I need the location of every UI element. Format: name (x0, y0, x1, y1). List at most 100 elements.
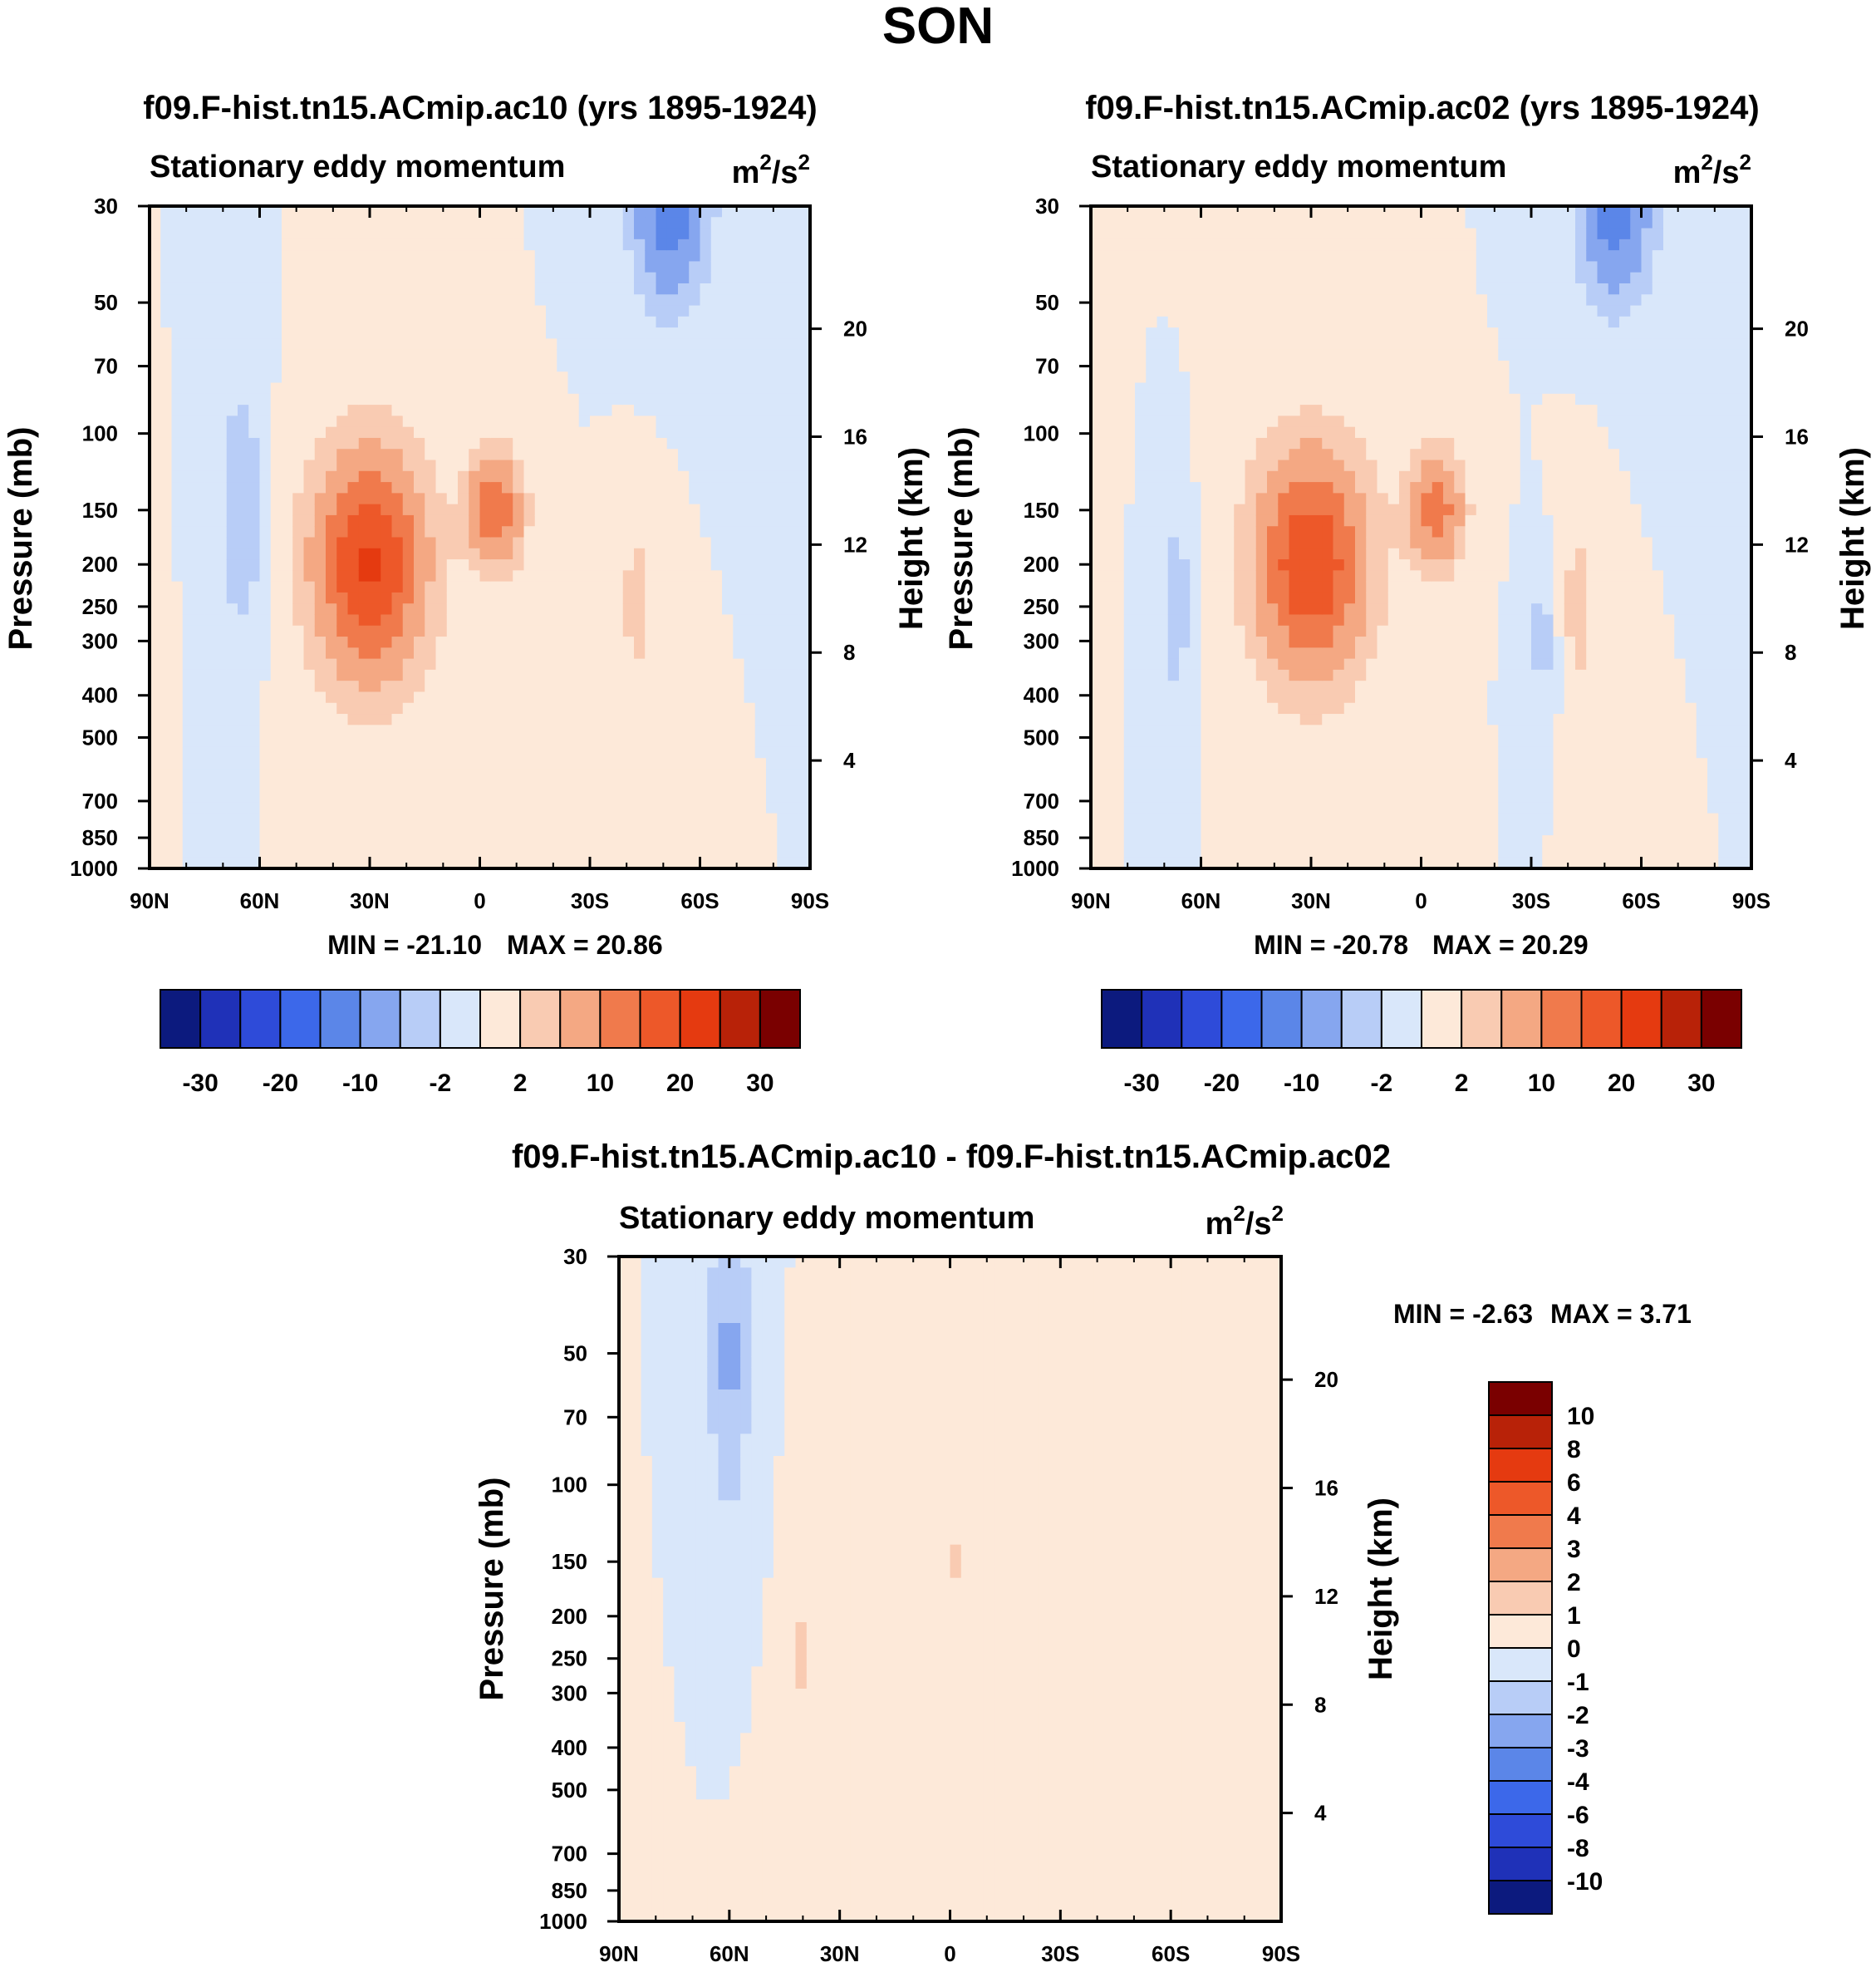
field-cell (645, 283, 657, 295)
field-cell (446, 460, 459, 472)
field-cell (1123, 338, 1136, 351)
field-cell (1167, 658, 1180, 671)
field-cell (601, 780, 613, 792)
field-cell (150, 327, 161, 339)
field-cell (381, 382, 393, 395)
field-cell (1267, 371, 1279, 384)
field-cell (446, 780, 459, 792)
field-cell (1179, 493, 1191, 505)
field-cell (479, 371, 492, 384)
field-cell (381, 437, 393, 450)
field-cell (1179, 581, 1191, 593)
field-cell (490, 681, 503, 693)
field-cell (1102, 327, 1114, 339)
field-cell (546, 405, 557, 416)
field-cell (1091, 283, 1103, 295)
field-cell (238, 725, 249, 737)
field-cell (567, 647, 580, 660)
field-cell (381, 714, 393, 725)
field-cell (1211, 405, 1224, 416)
field-cell (314, 470, 327, 483)
field-cell (391, 846, 404, 858)
field-cell (733, 338, 745, 351)
field-cell (414, 570, 425, 583)
field-cell (303, 769, 316, 781)
field-cell (160, 437, 173, 450)
field-cell (1299, 725, 1312, 737)
field-cell (303, 824, 316, 836)
field-cell (182, 559, 194, 571)
field-cell (634, 514, 646, 527)
field-cell (1179, 504, 1191, 516)
field-cell (1179, 725, 1191, 737)
field-cell (1091, 416, 1103, 428)
field-cell (270, 791, 282, 803)
field-cell (458, 625, 469, 637)
field-cell (766, 581, 778, 593)
field-cell (1190, 493, 1202, 505)
field-cell (546, 416, 557, 428)
field-cell (634, 780, 646, 792)
panel-ac02: f09.F-hist.tn15.ACmip.ac02 (yrs 1895-192… (943, 90, 1871, 1097)
field-cell (391, 493, 404, 505)
field-cell (1255, 316, 1268, 328)
field-cell (502, 426, 513, 439)
field-cell (502, 327, 513, 339)
field-cell (656, 702, 668, 715)
field-cell (1211, 548, 1224, 560)
field-cell (1167, 526, 1180, 539)
field-cell (402, 250, 415, 263)
field-cell (788, 691, 800, 704)
field-cell (204, 780, 217, 792)
field-cell (479, 514, 492, 527)
field-cell (1112, 514, 1125, 527)
field-cell (435, 261, 448, 273)
field-cell (1255, 714, 1268, 725)
field-cell (194, 316, 205, 328)
field-cell (446, 669, 459, 681)
field-cell (303, 449, 316, 461)
field-cell (1146, 371, 1158, 384)
field-cell (414, 416, 425, 428)
field-cell (678, 746, 690, 759)
field-cell (1289, 371, 1301, 384)
field-cell (435, 548, 448, 560)
field-cell (1146, 669, 1158, 681)
field-cell (666, 537, 679, 549)
field-cell (546, 746, 557, 759)
field-cell (744, 449, 756, 461)
field-cell (326, 239, 337, 251)
field-cell (656, 614, 668, 627)
field-cell (557, 239, 569, 251)
field-cell (1146, 824, 1158, 836)
field-cell (414, 405, 425, 416)
field-cell (666, 702, 679, 715)
field-cell (1112, 548, 1125, 560)
field-cell (282, 393, 293, 406)
field-cell (710, 625, 723, 637)
field-cell (194, 714, 205, 725)
field-cell (171, 327, 184, 339)
field-cell (248, 625, 261, 637)
field-cell (282, 239, 293, 251)
field-cell (358, 470, 371, 483)
field-cell (611, 592, 624, 604)
field-cell (425, 338, 437, 351)
field-cell (678, 791, 690, 803)
field-cell (534, 813, 547, 825)
field-cell (656, 603, 668, 616)
field-cell (215, 294, 228, 307)
field-cell (1234, 504, 1246, 516)
field-cell (777, 791, 789, 803)
field-cell (788, 526, 800, 539)
field-cell (326, 305, 337, 317)
field-cell (238, 283, 249, 295)
field-cell (656, 658, 668, 671)
field-cell (182, 228, 194, 240)
field-cell (336, 426, 349, 439)
field-cell (182, 316, 194, 328)
field-cell (546, 393, 557, 406)
field-cell (282, 504, 293, 516)
field-cell (446, 813, 459, 825)
field-cell (766, 382, 778, 395)
